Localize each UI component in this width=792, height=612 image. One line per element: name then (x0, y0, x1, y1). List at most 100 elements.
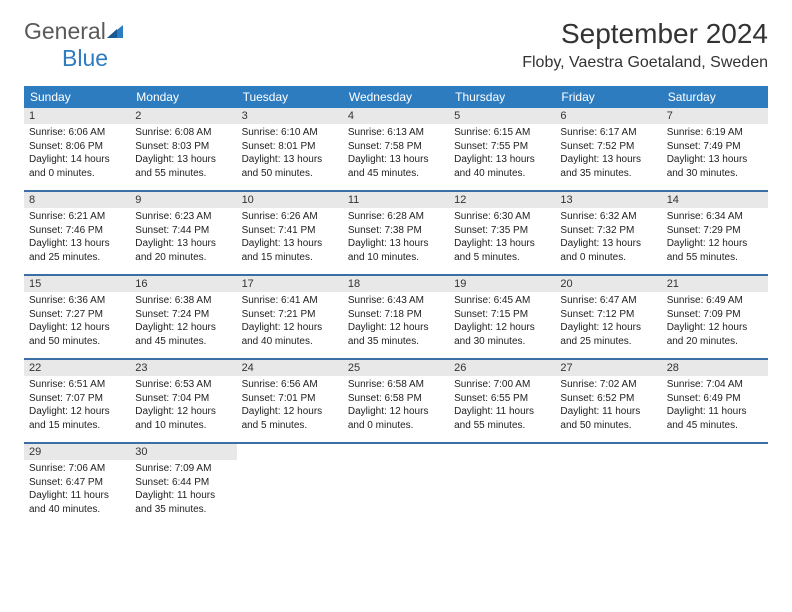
sunrise-text: Sunrise: 6:47 AM (560, 294, 656, 308)
daylight-text-2: and 0 minutes. (560, 251, 656, 265)
daylight-text-1: Daylight: 13 hours (135, 237, 231, 251)
daylight-text-2: and 45 minutes. (348, 167, 444, 181)
day-data: Sunrise: 6:56 AMSunset: 7:01 PMDaylight:… (237, 376, 343, 436)
day-data: Sunrise: 6:45 AMSunset: 7:15 PMDaylight:… (449, 292, 555, 352)
sunset-text: Sunset: 7:15 PM (454, 308, 550, 322)
sunset-text: Sunset: 6:58 PM (348, 392, 444, 406)
page-header: General Blue September 2024 Floby, Vaest… (24, 18, 768, 72)
calendar-week-row: 1Sunrise: 6:06 AMSunset: 8:06 PMDaylight… (24, 108, 768, 192)
sunset-text: Sunset: 7:01 PM (242, 392, 338, 406)
day-number: 28 (662, 360, 768, 376)
calendar-page: General Blue September 2024 Floby, Vaest… (0, 0, 792, 544)
sunrise-text: Sunrise: 6:38 AM (135, 294, 231, 308)
sunrise-text: Sunrise: 6:41 AM (242, 294, 338, 308)
sunset-text: Sunset: 7:18 PM (348, 308, 444, 322)
calendar-cell: 9Sunrise: 6:23 AMSunset: 7:44 PMDaylight… (130, 192, 236, 274)
daylight-text-1: Daylight: 11 hours (135, 489, 231, 503)
daylight-text-1: Daylight: 13 hours (242, 237, 338, 251)
daylight-text-1: Daylight: 12 hours (29, 321, 125, 335)
daylight-text-2: and 10 minutes. (135, 419, 231, 433)
daylight-text-2: and 55 minutes. (667, 251, 763, 265)
sunset-text: Sunset: 6:49 PM (667, 392, 763, 406)
sunset-text: Sunset: 8:01 PM (242, 140, 338, 154)
day-number: 27 (555, 360, 661, 376)
sunset-text: Sunset: 6:52 PM (560, 392, 656, 406)
weekday-header: Saturday (662, 86, 768, 108)
sunrise-text: Sunrise: 6:30 AM (454, 210, 550, 224)
daylight-text-1: Daylight: 11 hours (667, 405, 763, 419)
day-data: Sunrise: 7:09 AMSunset: 6:44 PMDaylight:… (130, 460, 236, 520)
sunset-text: Sunset: 7:41 PM (242, 224, 338, 238)
daylight-text-1: Daylight: 12 hours (348, 405, 444, 419)
sunset-text: Sunset: 7:32 PM (560, 224, 656, 238)
sunset-text: Sunset: 7:09 PM (667, 308, 763, 322)
calendar-cell: 29Sunrise: 7:06 AMSunset: 6:47 PMDayligh… (24, 444, 130, 526)
calendar-week-row: 8Sunrise: 6:21 AMSunset: 7:46 PMDaylight… (24, 192, 768, 276)
calendar-cell: 30Sunrise: 7:09 AMSunset: 6:44 PMDayligh… (130, 444, 236, 526)
location-text: Floby, Vaestra Goetaland, Sweden (522, 54, 768, 72)
daylight-text-1: Daylight: 12 hours (135, 405, 231, 419)
daylight-text-1: Daylight: 12 hours (667, 321, 763, 335)
calendar-cell (237, 444, 343, 526)
calendar-cell: 1Sunrise: 6:06 AMSunset: 8:06 PMDaylight… (24, 108, 130, 190)
weekday-header-row: Sunday Monday Tuesday Wednesday Thursday… (24, 86, 768, 108)
daylight-text-2: and 0 minutes. (348, 419, 444, 433)
daylight-text-1: Daylight: 13 hours (454, 153, 550, 167)
sunrise-text: Sunrise: 6:51 AM (29, 378, 125, 392)
daylight-text-2: and 55 minutes. (454, 419, 550, 433)
daylight-text-1: Daylight: 13 hours (29, 237, 125, 251)
daylight-text-1: Daylight: 13 hours (560, 237, 656, 251)
day-number: 19 (449, 276, 555, 292)
day-data: Sunrise: 6:26 AMSunset: 7:41 PMDaylight:… (237, 208, 343, 268)
daylight-text-2: and 40 minutes. (454, 167, 550, 181)
calendar-cell: 10Sunrise: 6:26 AMSunset: 7:41 PMDayligh… (237, 192, 343, 274)
sunset-text: Sunset: 7:46 PM (29, 224, 125, 238)
day-number: 26 (449, 360, 555, 376)
calendar-cell: 3Sunrise: 6:10 AMSunset: 8:01 PMDaylight… (237, 108, 343, 190)
day-data: Sunrise: 6:23 AMSunset: 7:44 PMDaylight:… (130, 208, 236, 268)
day-number: 18 (343, 276, 449, 292)
daylight-text-1: Daylight: 12 hours (135, 321, 231, 335)
sunset-text: Sunset: 8:03 PM (135, 140, 231, 154)
day-data: Sunrise: 6:38 AMSunset: 7:24 PMDaylight:… (130, 292, 236, 352)
daylight-text-2: and 25 minutes. (560, 335, 656, 349)
day-number: 16 (130, 276, 236, 292)
daylight-text-1: Daylight: 11 hours (454, 405, 550, 419)
calendar-cell: 19Sunrise: 6:45 AMSunset: 7:15 PMDayligh… (449, 276, 555, 358)
sunrise-text: Sunrise: 7:02 AM (560, 378, 656, 392)
daylight-text-2: and 15 minutes. (29, 419, 125, 433)
calendar-cell (343, 444, 449, 526)
sunrise-text: Sunrise: 7:04 AM (667, 378, 763, 392)
day-number: 30 (130, 444, 236, 460)
day-data: Sunrise: 6:21 AMSunset: 7:46 PMDaylight:… (24, 208, 130, 268)
calendar-cell: 22Sunrise: 6:51 AMSunset: 7:07 PMDayligh… (24, 360, 130, 442)
daylight-text-2: and 20 minutes. (667, 335, 763, 349)
sunset-text: Sunset: 7:07 PM (29, 392, 125, 406)
daylight-text-2: and 5 minutes. (242, 419, 338, 433)
sunrise-text: Sunrise: 6:43 AM (348, 294, 444, 308)
calendar-cell: 20Sunrise: 6:47 AMSunset: 7:12 PMDayligh… (555, 276, 661, 358)
daylight-text-1: Daylight: 12 hours (29, 405, 125, 419)
logo-text-general: General (24, 18, 106, 44)
daylight-text-1: Daylight: 12 hours (348, 321, 444, 335)
sunrise-text: Sunrise: 6:19 AM (667, 126, 763, 140)
logo-text-blue: Blue (24, 45, 108, 71)
day-number: 5 (449, 108, 555, 124)
calendar-cell: 26Sunrise: 7:00 AMSunset: 6:55 PMDayligh… (449, 360, 555, 442)
day-number: 14 (662, 192, 768, 208)
day-number: 17 (237, 276, 343, 292)
sunrise-text: Sunrise: 6:21 AM (29, 210, 125, 224)
daylight-text-1: Daylight: 12 hours (242, 405, 338, 419)
daylight-text-2: and 20 minutes. (135, 251, 231, 265)
daylight-text-2: and 30 minutes. (454, 335, 550, 349)
sunrise-text: Sunrise: 6:36 AM (29, 294, 125, 308)
calendar-cell: 21Sunrise: 6:49 AMSunset: 7:09 PMDayligh… (662, 276, 768, 358)
day-number: 8 (24, 192, 130, 208)
sunset-text: Sunset: 6:47 PM (29, 476, 125, 490)
month-title: September 2024 (522, 18, 768, 50)
daylight-text-2: and 35 minutes. (135, 503, 231, 517)
day-number: 12 (449, 192, 555, 208)
weekday-header: Tuesday (237, 86, 343, 108)
calendar-cell: 23Sunrise: 6:53 AMSunset: 7:04 PMDayligh… (130, 360, 236, 442)
daylight-text-1: Daylight: 14 hours (29, 153, 125, 167)
